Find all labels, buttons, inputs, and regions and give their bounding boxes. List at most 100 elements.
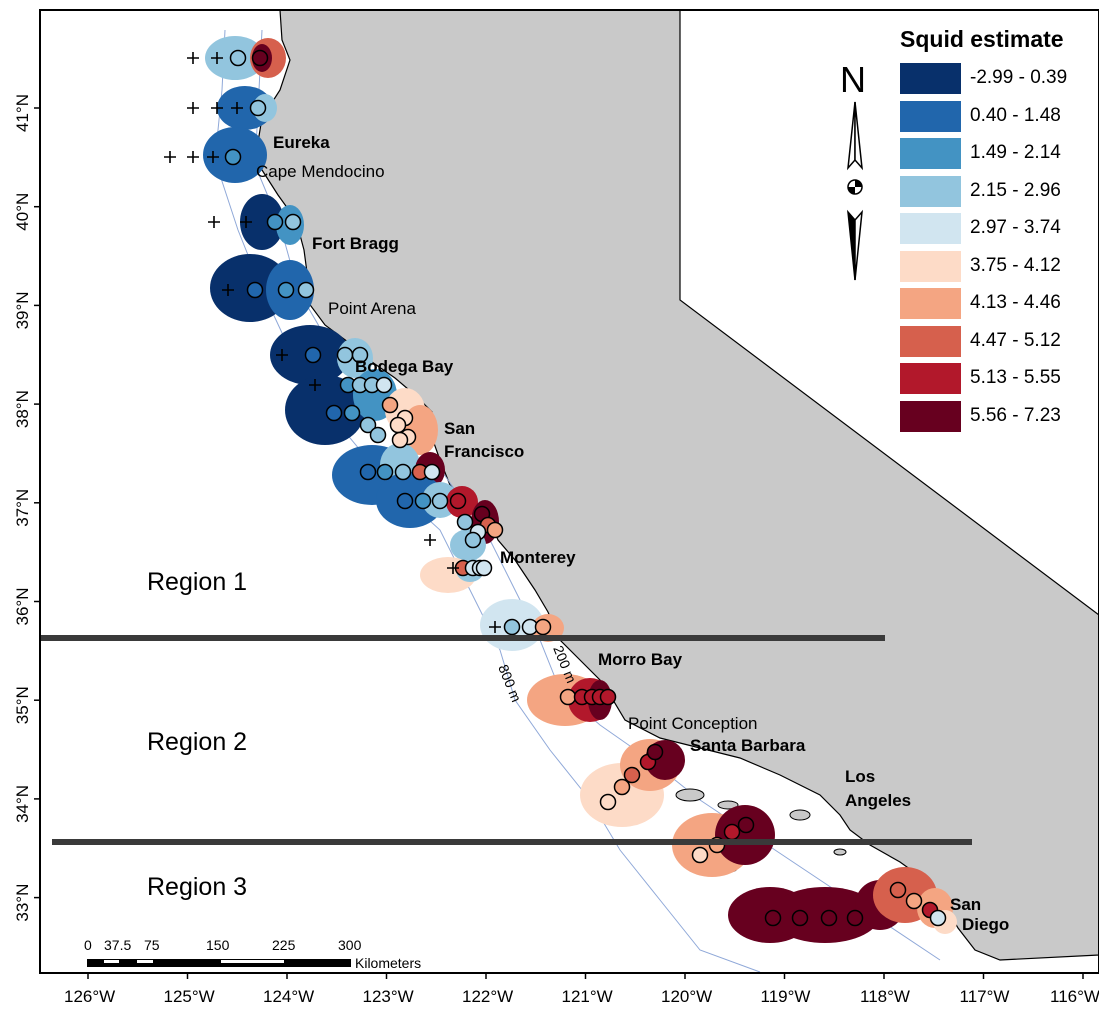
station-marker: [246, 281, 264, 299]
station-marker: [297, 281, 315, 299]
north-arrow-label: N: [840, 59, 866, 100]
station-marker: [449, 492, 467, 510]
label-francisco: Francisco: [444, 442, 524, 461]
legend-swatch: [900, 100, 961, 132]
station-marker: [325, 404, 343, 422]
station-marker: [613, 778, 631, 796]
station-marker: [534, 618, 552, 636]
zero-catch-station: [187, 102, 199, 114]
legend: Squid estimate -2.99 - 0.39 0.40 - 1.48 1.…: [896, 26, 1088, 438]
zero-catch-station: [309, 379, 321, 391]
legend-label: 5.13 - 5.55: [970, 367, 1061, 388]
lon-label: 117°W: [960, 987, 1010, 1006]
lon-label: 119°W: [761, 987, 811, 1006]
legend-swatch: [900, 250, 961, 282]
latitude-axis: 41°N 40°N 39°N 38°N 37°N 36°N 35°N 34°N 33°N: [13, 94, 40, 922]
station-marker: [456, 513, 474, 531]
lon-label: 125°W: [164, 987, 215, 1006]
lon-label: 116°W: [1050, 987, 1099, 1006]
label-point-arena: Point Arena: [328, 299, 416, 318]
legend-row: 4.47 - 5.12: [896, 325, 1088, 364]
legend-label: 3.75 - 4.12: [970, 254, 1061, 276]
station-marker: [224, 148, 242, 166]
region-1-label: Region 1: [147, 568, 247, 596]
zero-catch-station: [164, 151, 176, 163]
station-marker: [284, 213, 302, 231]
scale-tick-0: 0: [84, 937, 92, 953]
station-marker: [929, 909, 947, 927]
zero-catch-station: [240, 216, 252, 228]
station-marker: [599, 688, 617, 706]
station-marker: [475, 559, 493, 577]
lon-label: 122°W: [462, 987, 513, 1006]
station-marker: [351, 346, 369, 364]
lon-label: 118°W: [860, 987, 910, 1006]
label-santa-barbara: Santa Barbara: [690, 736, 806, 755]
station-marker: [381, 396, 399, 414]
legend-label: 2.97 - 3.74: [970, 217, 1061, 238]
zero-catch-station: [211, 102, 223, 114]
zero-catch-station: [187, 151, 199, 163]
station-marker: [304, 346, 322, 364]
lat-label: 40°N: [13, 193, 32, 231]
lat-label: 36°N: [13, 588, 32, 626]
lat-label: 41°N: [13, 94, 32, 132]
legend-row: 5.56 - 7.23: [896, 400, 1088, 439]
label-monterey: Monterey: [500, 548, 576, 567]
station-marker: [889, 881, 907, 899]
label-fort-bragg: Fort Bragg: [312, 234, 399, 253]
station-marker: [791, 909, 809, 927]
station-marker: [905, 892, 923, 910]
legend-row: 2.15 - 2.96: [896, 175, 1088, 214]
station-marker: [414, 492, 432, 510]
legend-row: 5.13 - 5.55: [896, 363, 1088, 401]
station-marker: [359, 416, 377, 434]
legend-swatch: [900, 175, 961, 207]
legend-row: 1.49 - 2.14: [896, 138, 1088, 176]
station-marker: [737, 816, 755, 834]
station-marker: [723, 823, 741, 841]
station-marker: [646, 743, 664, 761]
scale-tick-37-5: 37.5: [104, 937, 131, 953]
lat-label: 34°N: [13, 785, 32, 823]
survey-stations: [164, 49, 947, 927]
lat-label: 33°N: [13, 884, 32, 922]
station-marker: [623, 766, 641, 784]
zero-catch-station: [231, 102, 243, 114]
legend-label: 2.15 - 2.96: [970, 179, 1061, 201]
label-san-diego-2: Diego: [962, 915, 1009, 934]
region-2-label: Region 2: [147, 728, 247, 756]
legend-swatch: [900, 138, 961, 169]
station-marker: [464, 531, 482, 549]
station-marker: [336, 346, 354, 364]
station-marker: [251, 49, 269, 67]
lon-label: 123°W: [363, 987, 414, 1006]
legend-row: -2.99 - 0.39: [896, 63, 1088, 101]
legend-label: 1.49 - 2.14: [970, 142, 1061, 163]
zero-catch-station: [447, 562, 459, 574]
station-marker: [391, 431, 409, 449]
station-marker: [486, 521, 504, 539]
longitude-axis: 126°W 125°W 124°W 123°W 122°W 121°W 120°W 119°W…: [64, 973, 1099, 1006]
label-morro-bay: Morro Bay: [598, 650, 683, 669]
scale-bar: 0 37.5 75 150 225 300 Kilometers: [84, 937, 421, 971]
station-marker: [431, 492, 449, 510]
legend-label: 0.40 - 1.48: [970, 104, 1061, 126]
legend-row: 3.75 - 4.12: [896, 250, 1088, 289]
station-marker: [369, 426, 387, 444]
lon-label: 126°W: [64, 987, 115, 1006]
station-marker: [376, 463, 394, 481]
legend-label: 4.47 - 5.12: [970, 329, 1061, 351]
scale-tick-150: 150: [206, 937, 230, 953]
lat-label: 37°N: [13, 489, 32, 527]
legend-title: Squid estimate: [900, 26, 1064, 52]
label-cape-mendocino: Cape Mendocino: [256, 162, 385, 181]
lat-label: 35°N: [13, 686, 32, 724]
station-marker: [229, 49, 247, 67]
lon-label: 120°W: [661, 987, 712, 1006]
label-eureka: Eureka: [273, 133, 330, 152]
lat-label: 38°N: [13, 390, 32, 428]
station-marker: [394, 463, 412, 481]
label-point-conception: Point Conception: [628, 714, 757, 733]
station-marker: [359, 463, 377, 481]
